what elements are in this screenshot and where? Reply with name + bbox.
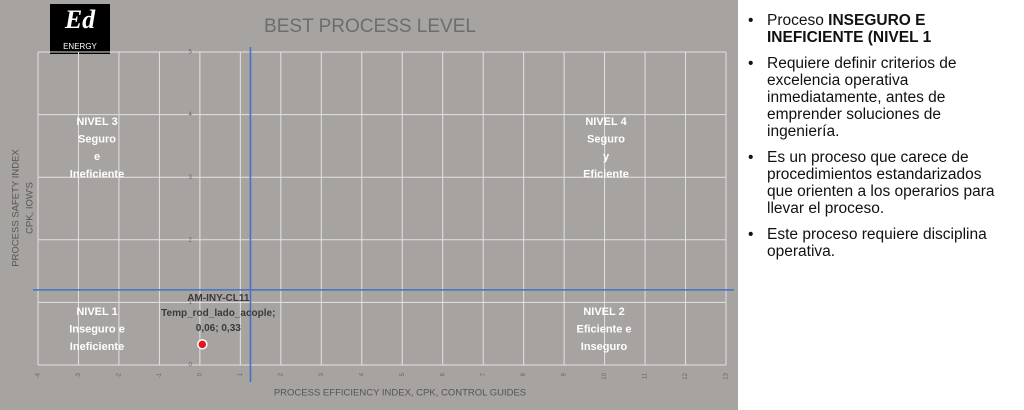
- quadrant-label: y: [603, 151, 610, 163]
- x-tick-label: 11: [643, 372, 649, 379]
- y-tick-label: 3: [189, 175, 193, 181]
- x-tick-label: -4: [36, 372, 42, 378]
- y-tick-label: 0: [189, 363, 193, 369]
- x-tick-label: 10: [602, 372, 608, 379]
- x-tick-label: 9: [562, 372, 568, 376]
- logo-text: ENERGY: [63, 42, 97, 51]
- quadrant-label: Ineficiente: [70, 168, 124, 180]
- bullet: Este proceso requiere disciplina operati…: [748, 226, 1010, 260]
- y-axis-label: CPK, IOW'S: [25, 182, 36, 234]
- quadrant-label: Seguro: [78, 133, 116, 145]
- x-tick-label: -3: [76, 372, 82, 378]
- bullet: Proceso INSEGURO E INEFICIENTE (NIVEL 1: [748, 12, 1010, 46]
- y-axis-label: PROCESS SAFETY INDEX: [11, 149, 22, 267]
- chart: Ed ENERGY BEST PROCESS LEVEL PROCESS EFF…: [0, 0, 738, 410]
- data-label: AM-INY-CL11: [187, 293, 250, 304]
- x-axis-label: PROCESS EFFICIENCY INDEX, CPK, CONTROL G…: [274, 388, 526, 399]
- x-tick-label: 5: [400, 372, 406, 376]
- x-tick-label: 6: [440, 372, 446, 376]
- x-tick-label: 7: [481, 372, 487, 376]
- bullet-text: Este proceso requiere disciplina operati…: [767, 226, 987, 260]
- notes: Proceso INSEGURO E INEFICIENTE (NIVEL 1 R…: [748, 12, 1010, 269]
- y-tick-label: 2: [189, 237, 193, 243]
- quadrant-label: Ineficiente: [70, 341, 124, 353]
- x-tick-label: 12: [683, 372, 689, 379]
- x-tick-label: 3: [319, 372, 325, 376]
- quadrant-label: NIVEL 1: [76, 306, 117, 318]
- quadrant-label: Inseguro e: [69, 323, 125, 335]
- bullet-text: Requiere definir criterios de excelencia…: [767, 55, 957, 140]
- x-tick-label: -2: [117, 372, 123, 378]
- logo-mark: Ed: [64, 5, 96, 34]
- quadrant-label: Inseguro: [581, 341, 628, 353]
- chart-title: BEST PROCESS LEVEL: [264, 16, 476, 37]
- x-tick-label: -1: [157, 372, 163, 378]
- x-tick-label: 13: [724, 372, 730, 379]
- quadrant-label: Seguro: [587, 133, 625, 145]
- y-tick-label: 4: [189, 112, 193, 118]
- y-tick-label: 5: [189, 50, 193, 56]
- quadrant-label: NIVEL 2: [583, 306, 624, 318]
- bullet-text: Es un proceso que carece de procedimient…: [767, 149, 995, 217]
- y-tick-label: 1: [189, 300, 193, 306]
- quadrant-label: NIVEL 3: [76, 116, 117, 128]
- x-tick-label: 1: [238, 372, 244, 376]
- data-label: 0,06; 0,33: [196, 323, 241, 334]
- quadrant-label: e: [94, 151, 100, 163]
- bullet: Requiere definir criterios de excelencia…: [748, 55, 1010, 140]
- x-tick-label: 4: [359, 372, 365, 376]
- bullet-text: Proceso: [767, 12, 829, 29]
- x-tick-label: 0: [197, 372, 203, 376]
- point: [197, 339, 208, 350]
- data-label: Temp_rod_lado_acople;: [161, 308, 275, 319]
- bullet-bold-text: INSEGURO E INEFICIENTE (NIVEL 1: [767, 12, 932, 46]
- logo-box: [50, 4, 110, 54]
- quadrant-label: NIVEL 4: [585, 116, 627, 128]
- quadrant-label: Eficiente e: [576, 323, 631, 335]
- x-tick-label: 8: [521, 372, 527, 376]
- quadrant-label: Eficiente: [583, 168, 629, 180]
- chart-background: [0, 0, 738, 410]
- bullet: Es un proceso que carece de procedimient…: [748, 149, 1010, 217]
- x-tick-label: 2: [278, 372, 284, 376]
